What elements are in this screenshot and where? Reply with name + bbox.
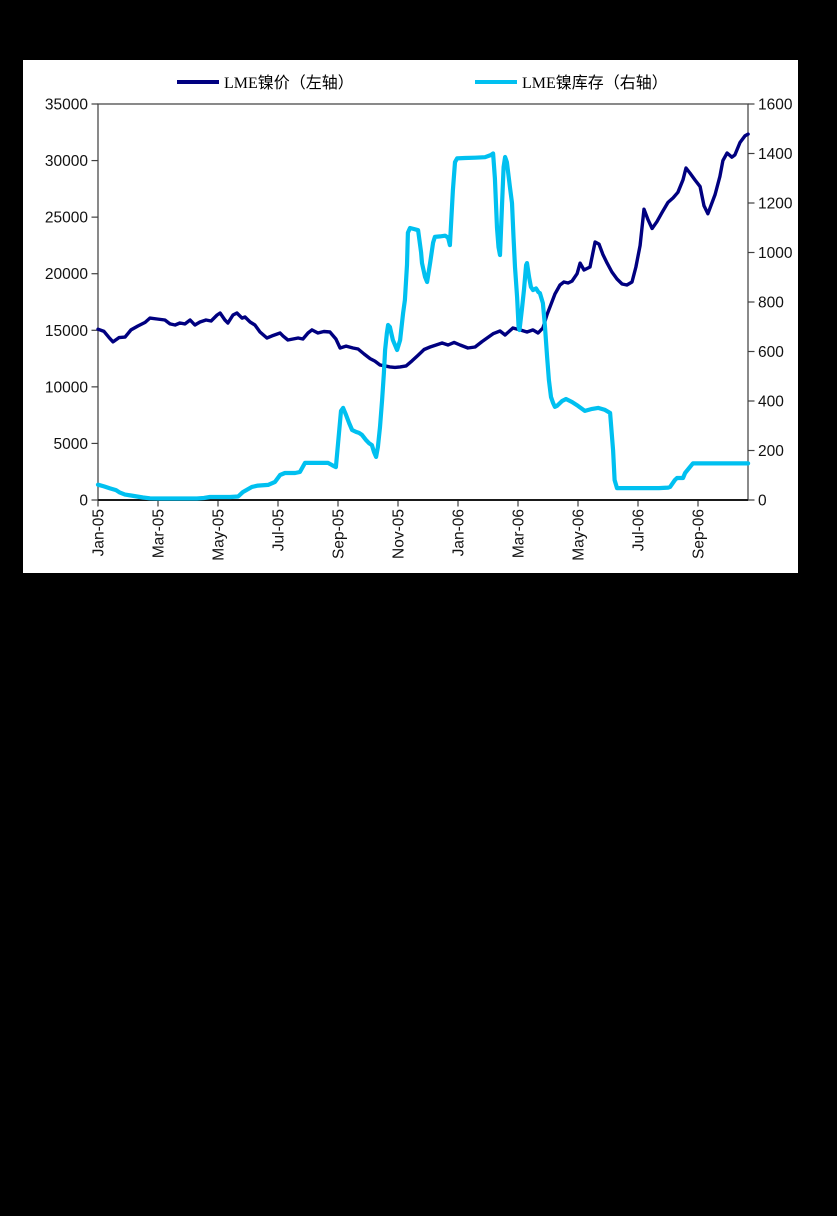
x-tick-label: Sep-06 <box>691 509 708 559</box>
x-tick-label: Sep-05 <box>331 509 348 559</box>
y-right-tick-label: 1400 <box>758 146 793 163</box>
plot-area: 0 5000 10000 15000 20000 25000 30000 35000 0 200 4… <box>45 97 793 561</box>
x-tick-label: Jan-06 <box>451 509 468 556</box>
y-right-tick-label: 600 <box>758 344 784 361</box>
y-left-tick-label: 5000 <box>54 436 89 453</box>
price-series-legend-label: LME镍价（左轴） <box>224 74 354 92</box>
y-left-tick-label: 0 <box>79 493 88 510</box>
y-right-tick-label: 400 <box>758 394 784 411</box>
plot-border <box>97 103 749 501</box>
x-tick-label: Mar-05 <box>151 509 168 558</box>
x-tick-label: May-05 <box>211 509 228 561</box>
y-left-tick-label: 20000 <box>45 266 88 283</box>
x-tick-label: Jan-05 <box>91 509 108 556</box>
chart-legend: LME镍价（左轴） LME镍库存（右轴） <box>177 74 668 92</box>
x-tick-label: Jul-06 <box>631 509 648 551</box>
y-right-tick-label: 1200 <box>758 196 793 213</box>
x-tick-label: May-06 <box>571 509 588 561</box>
inventory-series-line <box>95 151 751 501</box>
x-tick-label: Jul-05 <box>271 509 288 551</box>
y-left-tick-label: 35000 <box>45 97 88 114</box>
y-left-tick-label: 10000 <box>45 379 88 396</box>
x-tick-label: Nov-05 <box>391 509 408 559</box>
y-right-tick-label: 1000 <box>758 245 793 262</box>
y-left-tick-label: 30000 <box>45 153 88 170</box>
price-series-line <box>96 132 750 370</box>
y-right-tick-label: 0 <box>758 493 767 510</box>
y-right-tick-label: 1600 <box>758 97 793 114</box>
y-right-tick-label: 200 <box>758 443 784 460</box>
y-right-tick-label: 800 <box>758 295 784 312</box>
y-left-tick-label: 25000 <box>45 210 88 227</box>
y-left-tick-label: 15000 <box>45 323 88 340</box>
x-tick-label: Mar-06 <box>511 509 528 558</box>
inventory-series-legend-label: LME镍库存（右轴） <box>522 74 668 92</box>
